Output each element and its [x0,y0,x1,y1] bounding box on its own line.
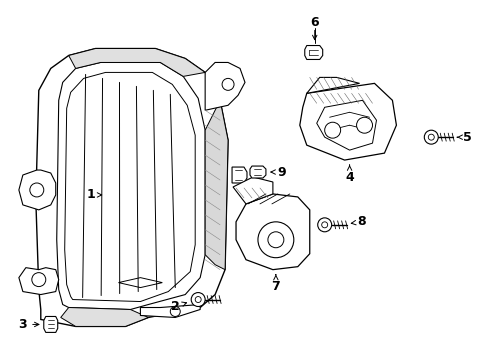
Circle shape [32,273,46,287]
Text: 8: 8 [351,215,366,228]
Polygon shape [232,167,247,183]
Text: 9: 9 [271,166,286,179]
Polygon shape [317,100,376,150]
Polygon shape [69,49,205,76]
Polygon shape [205,100,228,270]
Polygon shape [141,305,200,318]
Circle shape [171,306,180,316]
Polygon shape [300,84,396,160]
Polygon shape [61,307,148,327]
Text: 2: 2 [171,300,187,313]
Circle shape [258,222,294,258]
Circle shape [191,293,205,306]
Polygon shape [250,166,266,178]
Circle shape [195,297,201,302]
Circle shape [222,78,234,90]
Polygon shape [19,268,59,294]
Polygon shape [305,45,323,59]
Polygon shape [233,177,273,204]
Circle shape [268,232,284,248]
Circle shape [424,130,438,144]
Text: 3: 3 [19,318,39,331]
Text: 6: 6 [311,16,319,29]
Circle shape [322,222,328,228]
Polygon shape [57,62,205,310]
Polygon shape [236,194,310,270]
Text: 1: 1 [86,188,102,202]
Circle shape [30,183,44,197]
Polygon shape [44,316,58,332]
Polygon shape [65,72,195,302]
Text: 7: 7 [271,275,280,293]
Circle shape [325,122,341,138]
Polygon shape [19,170,56,210]
Circle shape [318,218,332,232]
Polygon shape [205,62,245,110]
Polygon shape [36,49,228,327]
Text: 4: 4 [345,165,354,184]
Polygon shape [307,77,360,93]
Circle shape [428,134,434,140]
Polygon shape [119,278,162,288]
Text: 5: 5 [457,131,471,144]
Circle shape [357,117,372,133]
